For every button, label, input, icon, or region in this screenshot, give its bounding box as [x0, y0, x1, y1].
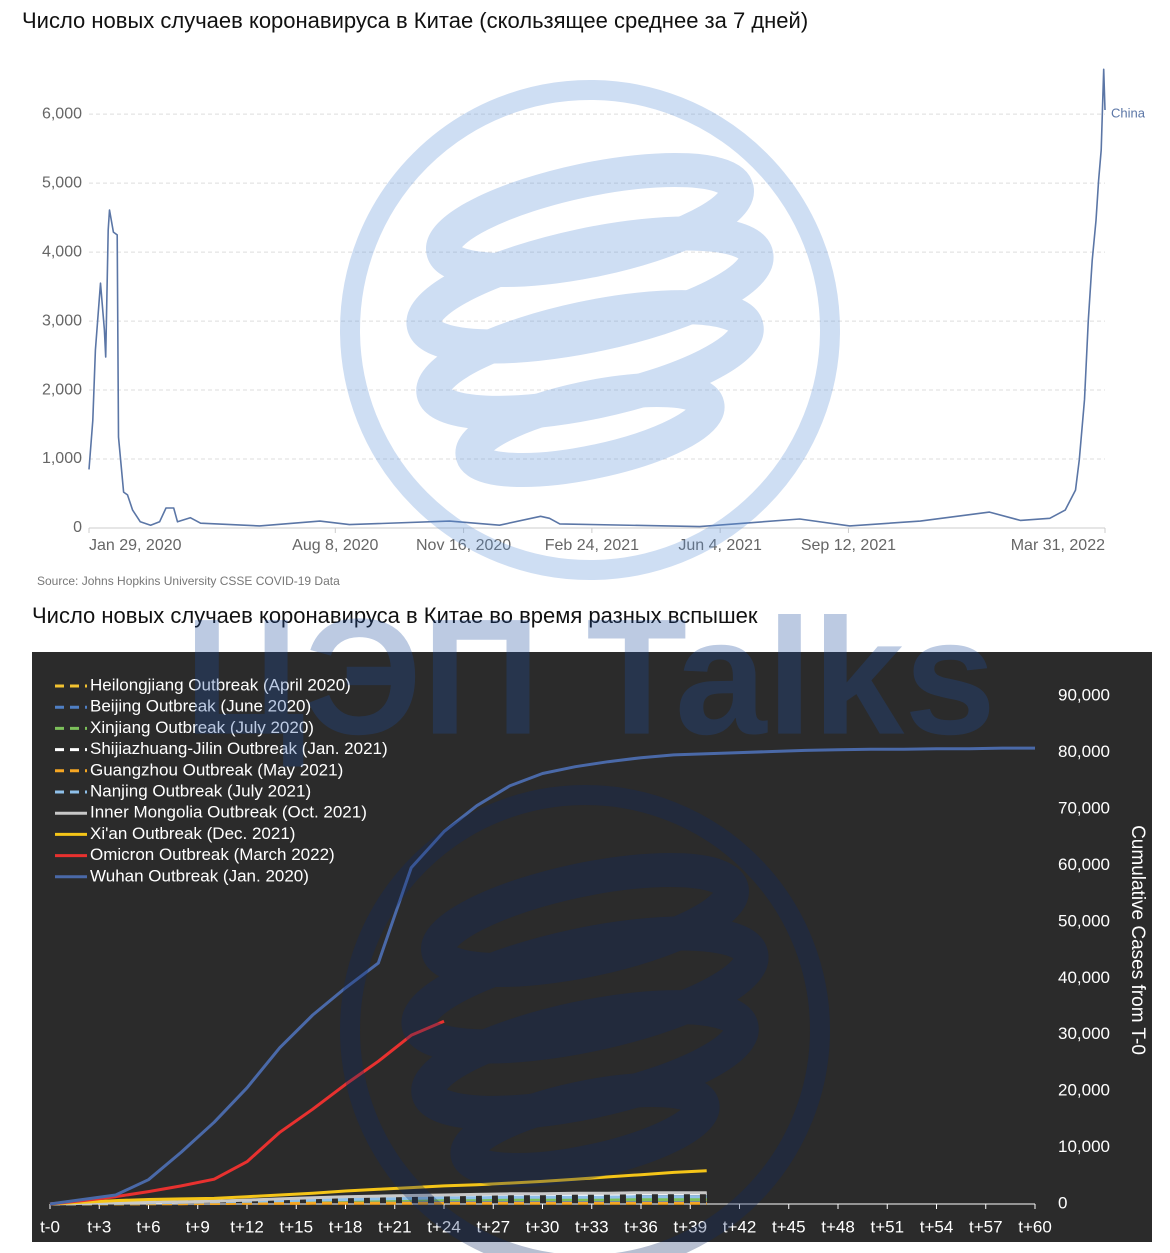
x-tick-label: Nov 16, 2020 — [416, 537, 511, 554]
series-line — [49, 1191, 707, 1206]
x-tick-label: t+6 — [136, 1217, 160, 1236]
x-tick-label: t+9 — [186, 1217, 210, 1236]
series-line — [49, 1169, 707, 1206]
y-tick-label: 4,000 — [42, 243, 82, 260]
series-line — [49, 1195, 707, 1206]
y-tick-label: 90,000 — [1058, 686, 1110, 705]
y-tick-label: 30,000 — [1058, 1024, 1110, 1043]
globe-ring — [340, 785, 830, 1253]
x-tick-label: t+21 — [378, 1217, 412, 1236]
legend-label: Heilongjiang Outbreak (April 2020) — [90, 675, 351, 694]
x-tick-label: Mar 31, 2022 — [1011, 537, 1105, 554]
x-tick-label: t+27 — [476, 1217, 510, 1236]
legend-label: Guangzhou Outbreak (May 2021) — [90, 760, 343, 779]
watermark-text: ЦЭП Talks — [184, 585, 996, 769]
x-tick-label: Jan 29, 2020 — [89, 537, 182, 554]
y-tick-label: 2,000 — [42, 381, 82, 398]
x-tick-label: Aug 8, 2020 — [292, 537, 378, 554]
x-tick-label: t+30 — [526, 1217, 560, 1236]
globe-ring — [340, 80, 840, 580]
series-label: China — [1111, 106, 1146, 121]
x-tick-label: t+3 — [87, 1217, 111, 1236]
y-tick-label: 5,000 — [42, 174, 82, 191]
globe-bands — [401, 852, 769, 1188]
x-tick-label: t+24 — [427, 1217, 461, 1236]
y-tick-label: 6,000 — [42, 105, 82, 122]
globe-bands — [406, 152, 774, 488]
y-tick-label: 70,000 — [1058, 799, 1110, 818]
y-tick-label: 0 — [73, 519, 82, 536]
legend-label: Nanjing Outbreak (July 2021) — [90, 781, 311, 800]
x-tick-label: t+33 — [575, 1217, 609, 1236]
series-line — [49, 1019, 445, 1206]
y-tick-label: 3,000 — [42, 312, 82, 329]
legend-label: Xi'an Outbreak (Dec. 2021) — [90, 824, 295, 843]
y-tick-label: 60,000 — [1058, 855, 1110, 874]
x-tick-label: t+51 — [870, 1217, 904, 1236]
series-line — [49, 746, 1035, 1206]
legend-label: Beijing Outbreak (June 2020) — [90, 697, 311, 716]
y-axis-title: Cumulative Cases from T-0 — [1127, 825, 1148, 1055]
x-tick-label: t+45 — [772, 1217, 806, 1236]
y-tick-label: 80,000 — [1058, 742, 1110, 761]
x-tick-label: Jun 4, 2021 — [678, 537, 762, 554]
x-tick-label: Feb 24, 2021 — [545, 537, 639, 554]
chart-title: Число новых случаев коронавируса в Китае… — [22, 8, 808, 33]
y-tick-label: 50,000 — [1058, 911, 1110, 930]
plot-background — [32, 652, 1152, 1242]
source-note: Source: Johns Hopkins University CSSE CO… — [37, 574, 340, 588]
y-tick-label: 20,000 — [1058, 1081, 1110, 1100]
y-tick-label: 10,000 — [1058, 1137, 1110, 1156]
x-tick-label: t+15 — [279, 1217, 313, 1236]
x-tick-label: t-0 — [40, 1217, 60, 1236]
legend-label: Shijiazhuang-Jilin Outbreak (Jan. 2021) — [90, 739, 388, 758]
x-tick-label: t+48 — [821, 1217, 855, 1236]
plots: Число новых случаев коронавируса в Китае… — [22, 8, 1152, 1242]
legend-label: Wuhan Outbreak (Jan. 2020) — [90, 866, 309, 885]
x-tick-label: t+57 — [969, 1217, 1003, 1236]
x-tick-label: t+36 — [624, 1217, 658, 1236]
y-tick-label: 40,000 — [1058, 968, 1110, 987]
x-tick-label: t+18 — [329, 1217, 363, 1236]
series-line — [49, 1201, 707, 1206]
x-tick-label: t+54 — [920, 1217, 954, 1236]
x-tick-label: t+39 — [673, 1217, 707, 1236]
legend-label: Inner Mongolia Outbreak (Oct. 2021) — [90, 803, 367, 822]
chart-title: Число новых случаев коронавируса в Китае… — [32, 603, 758, 628]
x-tick-label: t+42 — [723, 1217, 757, 1236]
x-tick-label: t+12 — [230, 1217, 264, 1236]
legend-label: Omicron Outbreak (March 2022) — [90, 845, 335, 864]
y-tick-label: 0 — [1058, 1193, 1067, 1212]
x-tick-label: t+60 — [1018, 1217, 1052, 1236]
watermark: ЦЭП Talks — [184, 80, 996, 1253]
series-line — [88, 68, 1106, 528]
y-tick-label: 1,000 — [42, 450, 82, 467]
legend-label: Xinjiang Outbreak (July 2020) — [90, 718, 314, 737]
x-tick-label: Sep 12, 2021 — [801, 537, 896, 554]
